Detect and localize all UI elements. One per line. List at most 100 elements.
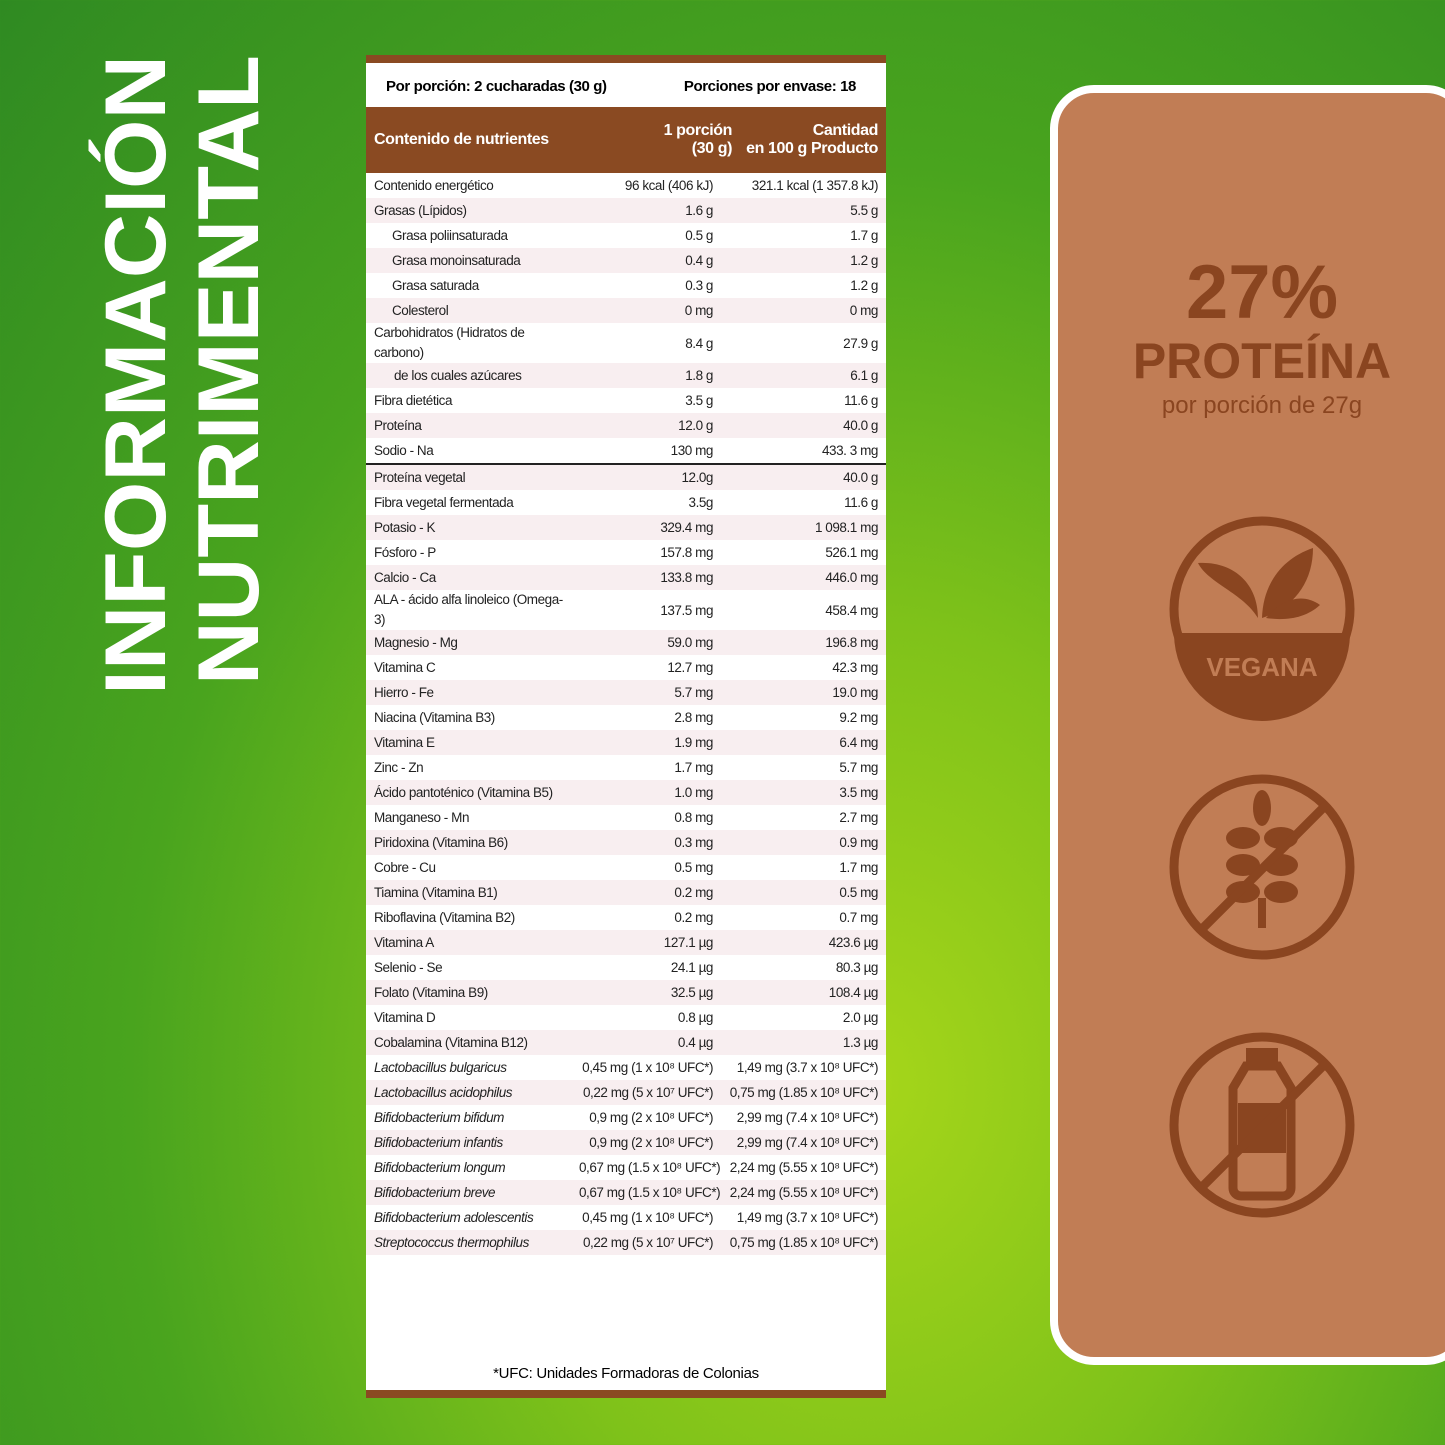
nutrient-row: Carbohidratos (Hidratos de carbono) 8.4 g…: [366, 323, 886, 363]
panel-graphics: 27% PROTEÍNA por porción de 27g VEGANA: [1133, 250, 1391, 1218]
nutrient-row: Niacina (Vitamina B3) 2.8 mg 9.2 mg: [366, 705, 886, 730]
nutrient-row: Cobalamina (Vitamina B12) 0.4 µg 1.3 µg: [366, 1030, 886, 1055]
nutrient-name: Cobalamina (Vitamina B12): [366, 1030, 571, 1055]
nutrient-name: Selenio - Se: [374, 959, 443, 975]
nutrient-amount: 321.1 kcal (1 357.8 kJ): [751, 178, 879, 193]
nutrient-amount: 0.3 g: [685, 278, 713, 293]
nutrient-name: Colesterol: [366, 298, 571, 323]
nutrient-amount: 0.5 mg: [721, 880, 886, 905]
nutrient-row: de los cuales azúcares 1.8 g 6.1 g: [366, 363, 886, 388]
side-panel: 27% PROTEÍNA por porción de 27g VEGANA: [1050, 85, 1445, 1365]
nutrient-row: Vitamina C 12.7 mg 42.3 mg: [366, 655, 886, 680]
header-line: Contenido de nutrientes: [374, 131, 549, 148]
nutrient-row: Manganeso - Mn 0.8 mg 2.7 mg: [366, 805, 886, 830]
nutrient-row: Bifidobacterium longum 0,67 mg (1.5 x 10⁸…: [366, 1155, 886, 1180]
nutrient-amount: 1 098.1 mg: [721, 515, 886, 540]
nutrient-row: Vitamina E 1.9 mg 6.4 mg: [366, 730, 886, 755]
nutrient-name: Grasas (Lípidos): [366, 198, 571, 223]
header-cell: Cantidad en 100 g Producto: [732, 122, 878, 158]
nutrient-amount: 0,67 mg (1.5 x 10⁸ UFC*): [571, 1180, 721, 1205]
vegan-band: [1174, 633, 1350, 721]
nutrient-row: Bifidobacterium infantis 0,9 mg (2 x 10⁸ …: [366, 1130, 886, 1155]
nutrient-amount: 0,9 mg (2 x 10⁸ UFC*): [589, 1110, 713, 1125]
nutrient-row: Sodio - Na 130 mg 433. 3 mg: [366, 438, 886, 464]
nutrient-amount: 0 mg: [571, 298, 721, 323]
wheat-icon: [1226, 790, 1298, 928]
nutrient-name: Fibra vegetal fermentada: [374, 494, 514, 510]
nutrient-name: Carbohidratos (Hidratos de carbono): [374, 325, 525, 360]
nutrient-amount: 2,99 mg (7.4 x 10⁸ UFC*): [721, 1130, 886, 1155]
nutrient-table: Contenido energético 96 kcal (406 kJ) 321.…: [366, 173, 886, 1255]
header-line: (30 g): [691, 140, 733, 157]
nutrient-amount: 133.8 mg: [571, 565, 721, 590]
nutrient-amount: 12.7 mg: [667, 660, 713, 675]
nutrient-amount: 42.3 mg: [832, 660, 878, 675]
nutrient-row: Lactobacillus bulgaricus 0,45 mg (1 x 10⁸…: [366, 1055, 886, 1080]
nutrient-amount: 5.5 g: [721, 198, 886, 223]
nutrient-name: Bifidobacterium adolescentis: [374, 1209, 534, 1225]
nutrient-row: Zinc - Zn 1.7 mg 5.7 mg: [366, 755, 886, 780]
nutrient-amount: 59.0 mg: [571, 630, 721, 655]
nutrient-amount: 196.8 mg: [721, 630, 886, 655]
nutrient-amount: 0.9 mg: [721, 830, 886, 855]
nutrient-amount: 6.4 mg: [721, 730, 886, 755]
nutrient-name: Vitamina A: [366, 930, 571, 955]
nutrient-amount: 329.4 mg: [571, 515, 721, 540]
nutrient-amount: 433. 3 mg: [822, 443, 878, 458]
nutrient-name: Niacina (Vitamina B3): [374, 709, 495, 725]
nutrient-name: Proteína vegetal: [366, 463, 571, 490]
nutrient-row: Tiamina (Vitamina B1) 0.2 mg 0.5 mg: [366, 880, 886, 905]
table-body: Contenido energético 96 kcal (406 kJ) 321.…: [366, 173, 886, 1255]
nutrient-amount: 526.1 mg: [825, 545, 878, 560]
nutrient-amount: 0.5 mg: [674, 860, 713, 875]
nutrient-amount: 1.7 mg: [839, 860, 878, 875]
nutrient-amount: 2.0 µg: [842, 1010, 879, 1025]
nutrient-name: Bifidobacterium longum: [374, 1159, 506, 1175]
nutrient-amount: 8.4 g: [685, 335, 713, 351]
nutrient-row: Folato (Vitamina B9) 32.5 µg 108.4 µg: [366, 980, 886, 1005]
nutrient-amount: 3.5 g: [685, 393, 713, 408]
serving: Por porción: 2 cucharadas (30 g): [386, 77, 607, 95]
nutrient-amount: 0,75 mg (1.85 x 10⁸ UFC*): [721, 1080, 886, 1105]
nutrient-row: Riboflavina (Vitamina B2) 0.2 mg 0.7 mg: [366, 905, 886, 930]
nutrient-amount: 27.9 g: [843, 335, 878, 351]
nutrient-row: Cobre - Cu 0.5 mg 1.7 mg: [366, 855, 886, 880]
nutrient-amount: 423.6 µg: [721, 930, 886, 955]
nutrient-row: Streptococcus thermophilus 0,22 mg (5 x 1…: [366, 1230, 886, 1255]
nutrient-name: Piridoxina (Vitamina B6): [366, 830, 571, 855]
nutrient-amount: 9.2 mg: [839, 710, 878, 725]
nutrient-row: Colesterol 0 mg 0 mg: [366, 298, 886, 323]
nutrient-name: Vitamina E: [366, 730, 571, 755]
nutrient-row: Grasa saturada 0.3 g 1.2 g: [366, 273, 886, 298]
nutrient-name: Vitamina C: [374, 659, 436, 675]
nutrient-row: Proteína 12.0 g 40.0 g: [366, 413, 886, 438]
nutrient-row: ALA - ácido alfa linoleico (Omega-3) 137.…: [366, 590, 886, 630]
nutrient-name: Bifidobacterium bifidum: [374, 1109, 504, 1125]
nutrient-amount: 0.8 mg: [674, 810, 713, 825]
nutrient-amount: 1.7 g: [850, 228, 878, 243]
nutrient-row: Grasa poliinsaturada 0.5 g 1.7 g: [366, 223, 886, 248]
leaf-icon: [1198, 548, 1320, 620]
nutrient-amount: 0,45 mg (1 x 10⁸ UFC*): [582, 1060, 713, 1075]
nutrient-name: Fibra dietética: [374, 392, 453, 408]
nutrient-amount: 12.0g: [571, 463, 721, 490]
nutrient-row: Calcio - Ca 133.8 mg 446.0 mg: [366, 565, 886, 590]
nutrient-name: Grasa saturada: [392, 277, 479, 293]
header-line: en 100 g Producto: [746, 140, 878, 157]
gluten-free-badge: [1169, 774, 1355, 960]
nutrient-amount: 0 mg: [721, 298, 886, 323]
nutrient-row: Magnesio - Mg 59.0 mg 196.8 mg: [366, 630, 886, 655]
nutrient-amount: 2,24 mg (5.55 x 10⁸ UFC*): [721, 1180, 886, 1205]
nutrient-amount: 11.6 g: [844, 495, 878, 510]
nutrient-row: Ácido pantoténico (Vitamina B5) 1.0 mg 3.5…: [366, 780, 886, 805]
nutrient-name: Streptococcus thermophilus: [366, 1230, 571, 1255]
nutrient-amount: 0,9 mg (2 x 10⁸ UFC*): [571, 1130, 721, 1155]
nutrient-name: Folato (Vitamina B9): [366, 980, 571, 1005]
header-cell: Contenido de nutrientes: [374, 131, 604, 149]
nutrient-amount: 96 kcal (406 kJ): [624, 178, 714, 193]
nutrient-row: Proteína vegetal 12.0g 40.0 g: [366, 463, 886, 490]
nutrient-name: Riboflavina (Vitamina B2): [374, 909, 515, 925]
nutrient-amount: 137.5 mg: [660, 602, 713, 618]
header-line: 1 porción: [663, 122, 733, 139]
